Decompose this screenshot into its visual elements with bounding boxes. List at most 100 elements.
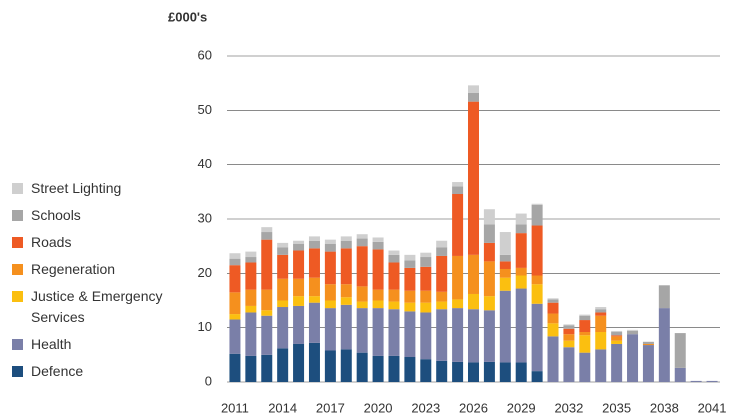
bar-segment [436,291,448,302]
bar-segment [420,252,432,258]
legend-label: Roads [31,234,72,250]
bar-segment [372,241,384,250]
bar-segment [245,312,257,356]
bar-segment [499,232,511,255]
bar-segment [436,247,448,256]
bar-segment [452,308,464,362]
y-tick-label: 0 [205,373,212,388]
bar-segment [595,349,607,382]
x-tick-label: 2035 [602,400,631,415]
bar-segment [404,260,416,268]
x-tick-label: 2026 [459,400,488,415]
bar-segment [277,242,289,248]
bar-segment [261,310,273,316]
legend-item: Defence [12,361,166,382]
bar-segment [452,194,464,256]
bar-segment [627,334,639,382]
y-tick-label: 10 [198,319,212,334]
bar-segment [452,299,464,309]
legend-swatch [12,264,23,275]
bar-segment [372,249,384,290]
bar-segment [436,360,448,382]
bar-segment [563,340,575,348]
bar-segment [388,289,400,302]
bar-segment [245,262,257,290]
legend-swatch [12,291,23,302]
bar-segment [420,359,432,382]
bar-segment [531,275,543,285]
bar-segment [229,353,241,382]
bar-segment [324,251,336,285]
bar-segment [547,302,559,314]
bar-segment [452,255,464,300]
bar-segment [468,293,479,310]
y-tick-label: 20 [198,265,212,280]
bar-segment [483,242,495,262]
bar-segment [499,277,511,291]
bar-segment [229,292,241,315]
bar-segment [245,289,257,306]
bar-segment [372,300,384,309]
bar-segment [340,304,352,350]
bar-segment [547,336,559,382]
bar-segment [563,324,575,326]
bar-segment [674,367,686,382]
y-tick-label: 40 [198,156,212,171]
bar-segment [563,328,575,335]
bar-segment [579,335,591,353]
bar-segment [229,265,241,293]
bar-segment [277,247,289,255]
bar-segment [261,239,273,290]
bar-segment [547,299,559,303]
bar-segment [515,362,527,382]
bar-segment [642,345,654,382]
bar-segment [468,101,479,255]
bar-segment [308,248,320,278]
legend-item: Health [12,334,166,355]
bar-segment [420,312,432,360]
bar-segment [324,239,336,244]
bar-segment [563,334,575,341]
bar-segment [611,335,623,337]
x-tick-label: 2029 [507,400,536,415]
bar-segment [642,341,654,344]
x-tick-label: 2041 [698,400,727,415]
bar-segment [420,290,432,303]
bar-segment [245,305,257,313]
legend-label: Schools [31,207,81,223]
bar-segment [436,255,448,292]
bar-segment [356,286,368,302]
x-tick-label: 2014 [268,400,297,415]
bar-segment [579,352,591,382]
bar-segment [531,204,543,226]
bar-segment [388,254,400,263]
bar-segment [436,309,448,361]
bar-segment [324,300,336,309]
bar-segment [388,262,400,290]
bar-segment [404,267,416,291]
legend: Street Lighting Schools Roads Regeneration J… [12,178,166,388]
bar-segment [324,284,336,301]
legend-item: Roads [12,232,166,253]
bar-segment [468,85,479,93]
bar-segment [499,261,511,269]
bar-segment [293,240,305,244]
bar-segment [420,266,432,291]
x-tick-label: 2020 [364,400,393,415]
bar-segment [499,290,511,363]
bar-segment [595,315,607,333]
bar-segment [277,254,289,279]
bar-segment [404,311,416,358]
bar-segment [515,267,527,276]
bar-segment [563,325,575,329]
bar-segment [452,182,464,187]
bar-segment [340,240,352,249]
bar-segment [595,332,607,350]
bar-segment [293,278,305,297]
bar-segment [483,296,495,311]
legend-swatch [12,366,23,377]
bar-segment [293,305,305,344]
bar-segment [483,361,495,382]
